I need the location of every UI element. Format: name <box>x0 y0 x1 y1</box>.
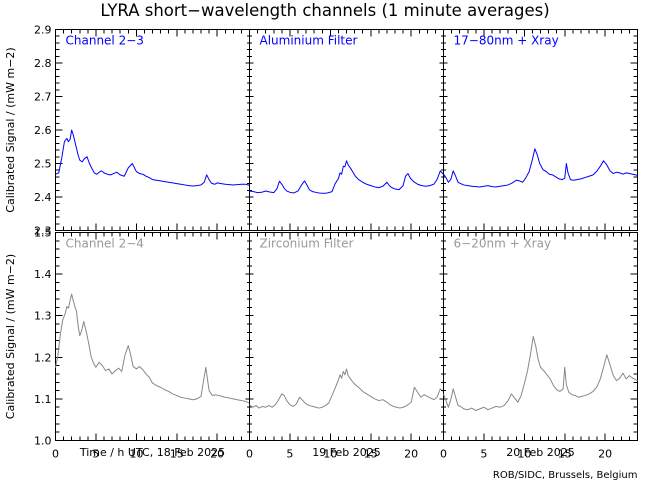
y-tick-label: 2.8 <box>34 57 52 70</box>
panel-label-top-0: Channel 2−3 <box>66 34 144 48</box>
x-tick-label: 15 <box>170 448 184 461</box>
x-tick-label: 0 <box>52 448 59 461</box>
x-tick-label: 5 <box>286 448 293 461</box>
y-tick-label: 2.5 <box>34 158 52 171</box>
panel-row-frame-top <box>55 29 638 231</box>
y-tick-label: 1.1 <box>34 393 52 406</box>
data-trace-bottom-1 <box>249 368 444 409</box>
x-tick-label: 15 <box>364 448 378 461</box>
data-trace-top-0 <box>55 129 250 187</box>
x-axis-day-label-1: 19 Feb 2025 <box>312 446 380 459</box>
y-tick-label: 1.3 <box>34 310 52 323</box>
x-tick-label: 5 <box>480 448 487 461</box>
panel-label-top-1: Aluminium Filter <box>260 34 358 48</box>
y-tick-label: 2.4 <box>34 191 52 204</box>
credit-text: ROB/SIDC, Brussels, Belgium <box>493 470 638 481</box>
panel-label-bottom-2: 6−20nm + Xray <box>454 237 552 251</box>
y-axis-label-top: Calibrated Signal / (mW m−2) <box>4 47 17 212</box>
x-tick-label: 10 <box>129 448 143 461</box>
panel-label-bottom-1: Zirconium Filter <box>260 237 354 251</box>
y-tick-label: 2.9 <box>34 24 52 37</box>
x-tick-label: 5 <box>92 448 99 461</box>
x-tick-label: 20 <box>210 448 224 461</box>
y-tick-label: 1.2 <box>34 351 52 364</box>
y-tick-label: 1.5 <box>34 227 52 240</box>
x-tick-label: 0 <box>246 448 253 461</box>
data-trace-top-1 <box>249 160 444 194</box>
y-tick-label: 2.6 <box>34 124 52 137</box>
panel-label-top-2: 17−80nm + Xray <box>454 34 559 48</box>
x-axis-day-label-0: Time / h UTC, 18 Feb 2025 <box>79 446 225 459</box>
x-tick-label: 0 <box>440 448 447 461</box>
panel-label-bottom-0: Channel 2−4 <box>66 237 144 251</box>
data-trace-bottom-0 <box>55 293 250 404</box>
x-tick-label: 10 <box>323 448 337 461</box>
data-trace-top-2 <box>443 148 638 188</box>
x-tick-label: 10 <box>517 448 531 461</box>
x-axis-day-label-2: 20 Feb 2025 <box>506 446 574 459</box>
figure-title: LYRA short−wavelength channels (1 minute… <box>100 1 549 20</box>
y-tick-label: 2.3 <box>34 225 52 238</box>
y-tick-label: 2.7 <box>34 91 52 104</box>
x-tick-label: 15 <box>558 448 572 461</box>
y-tick-label: 1.4 <box>34 268 52 281</box>
data-trace-bottom-2 <box>443 336 638 412</box>
x-tick-label: 20 <box>598 448 612 461</box>
y-axis-label-bottom: Calibrated Signal / (mW m−2) <box>4 254 17 419</box>
y-tick-label: 1.0 <box>34 435 52 448</box>
panel-row-frame-bottom <box>55 232 638 441</box>
x-tick-label: 20 <box>404 448 418 461</box>
